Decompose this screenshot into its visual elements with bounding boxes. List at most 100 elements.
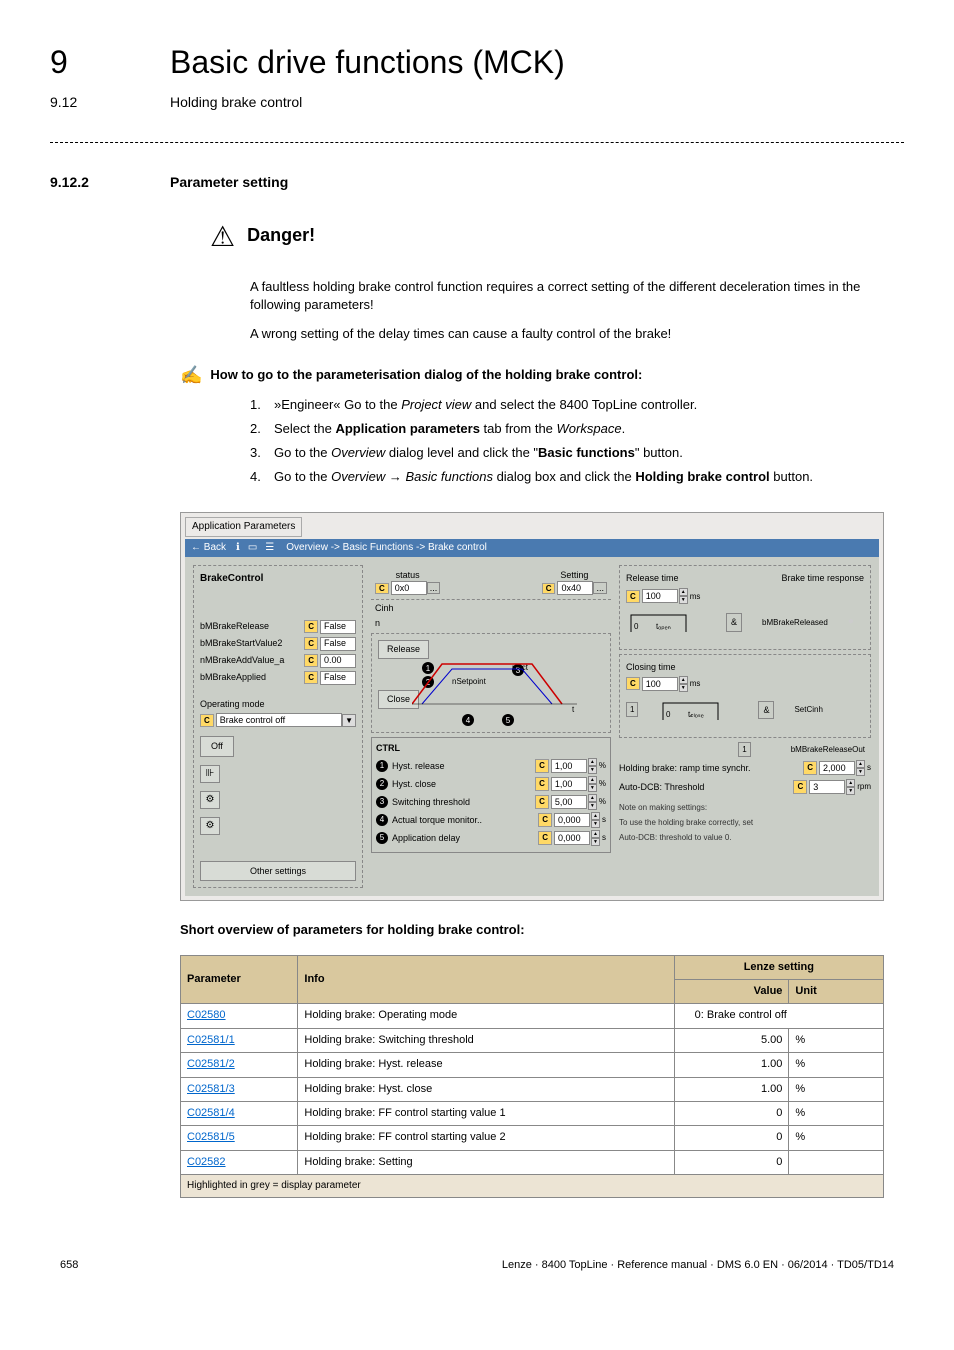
section-title: Parameter setting — [170, 173, 288, 193]
section-number: 9.12.2 — [50, 173, 170, 193]
spinner[interactable]: ▲▼ — [679, 588, 688, 604]
field-value[interactable]: False — [320, 671, 356, 685]
unit-cell: % — [789, 1028, 884, 1052]
other-settings-button[interactable]: Other settings — [200, 861, 356, 882]
ctrl-box: CTRL 1 Hyst. release C 1,00 ▲▼ %2 Hyst. … — [371, 737, 611, 853]
breadcrumb-bar: ← Back ℹ ▭ ☰ Overview -> Basic Functions… — [185, 539, 879, 557]
brake-icon[interactable]: ⊪ — [200, 765, 220, 783]
ctrl-input[interactable]: 5,00 — [551, 795, 587, 809]
danger-callout: ⚠ Danger! — [210, 223, 884, 258]
param-cell: C02581/4 — [181, 1101, 298, 1125]
closing-time-label: Closing time — [626, 661, 864, 674]
operating-mode-label: Operating mode — [200, 698, 356, 711]
param-link[interactable]: C02580 — [187, 1009, 226, 1021]
spinner[interactable]: ▲▼ — [591, 830, 600, 846]
release-time-label: Release time — [626, 572, 679, 585]
release-time-row: C 100 ▲▼ ms — [626, 588, 864, 604]
dcb-input[interactable]: 3 — [809, 780, 845, 794]
step-text: »Engineer« Go to the Project view and se… — [274, 396, 864, 414]
diagram-box: Release 1 2 3 nSetpoint nAct Close 4 5 t — [371, 633, 611, 733]
release-time-input[interactable]: 100 — [642, 589, 678, 603]
th-lenze: Lenze setting — [674, 955, 883, 979]
icon-row-2: ⚙ — [200, 791, 356, 809]
tool-icon-2[interactable]: ☰ — [265, 541, 274, 555]
cinh-label: Cinh — [375, 602, 611, 615]
unit-label: s — [602, 832, 606, 843]
engineer-screenshot: Application Parameters ← Back ℹ ▭ ☰ Over… — [180, 512, 884, 902]
c-badge: C — [803, 761, 817, 774]
one-box: 1 — [626, 702, 638, 717]
subchapter-number: 9.12 — [50, 93, 170, 113]
field-value[interactable]: False — [320, 637, 356, 651]
info-cell: Holding brake: Switching threshold — [298, 1028, 674, 1052]
ctrl-input[interactable]: 1,00 — [551, 777, 587, 791]
parameter-table: Parameter Info Lenze setting Value Unit … — [180, 955, 884, 1199]
ctrl-input[interactable]: 1,00 — [551, 759, 587, 773]
svg-text:t: t — [572, 705, 575, 714]
c-badge: C — [304, 620, 318, 633]
spinner[interactable]: ▲▼ — [679, 676, 688, 692]
info-cell: Holding brake: Hyst. release — [298, 1053, 674, 1077]
param-link[interactable]: C02581/3 — [187, 1083, 235, 1095]
off-button[interactable]: Off — [200, 736, 234, 757]
operating-mode-value-row: C Brake control off ▼ — [200, 713, 356, 727]
param-link[interactable]: C02581/5 — [187, 1131, 235, 1143]
status-setting-row: status C0x0... Setting C0x40... — [371, 565, 611, 601]
spinner[interactable]: ▲▼ — [846, 779, 855, 795]
info-cell: Holding brake: Setting — [298, 1150, 674, 1174]
info-icon[interactable]: ℹ — [236, 541, 240, 555]
ctrl-row: 3 Switching threshold C 5,00 ▲▼ % — [376, 794, 606, 810]
unit-cell: % — [789, 1077, 884, 1101]
step-number: 1. — [250, 396, 274, 414]
spinner[interactable]: ▲▼ — [591, 812, 600, 828]
tool-icon[interactable]: ▭ — [248, 541, 257, 555]
ramp-input[interactable]: 2,000 — [819, 761, 855, 775]
step-4: 4. Go to the Overview → Basic functions … — [250, 468, 864, 486]
operating-mode-row: Operating mode — [200, 698, 356, 711]
back-button[interactable]: ← Back — [191, 541, 226, 555]
amp-box: & — [726, 613, 742, 632]
operating-mode-select[interactable]: Brake control off — [216, 713, 342, 727]
chapter-header: 9 Basic drive functions (MCK) — [50, 40, 904, 85]
spinner[interactable]: ▲▼ — [588, 758, 597, 774]
setcinh-label: SetCinh — [794, 704, 822, 715]
tab-application-parameters[interactable]: Application Parameters — [185, 517, 302, 537]
ctrl-label: Hyst. release — [392, 760, 535, 773]
motor-icon-1[interactable]: ⚙ — [200, 791, 220, 809]
param-cell: C02581/5 — [181, 1126, 298, 1150]
field-value[interactable]: 0.00 — [320, 654, 356, 668]
dropdown-icon[interactable]: ▼ — [342, 714, 356, 727]
ctrl-input[interactable]: 0,000 — [554, 831, 590, 845]
param-link[interactable]: C02582 — [187, 1156, 226, 1168]
param-link[interactable]: C02581/4 — [187, 1107, 235, 1119]
status-value: 0x0 — [391, 581, 427, 595]
table-footer-row: Highlighted in grey = display parameter — [181, 1175, 884, 1198]
timing-svg-2: 0 t𝒸ₗₒₛₑ — [658, 695, 738, 725]
info-cell: Holding brake: Hyst. close — [298, 1077, 674, 1101]
param-link[interactable]: C02581/1 — [187, 1034, 235, 1046]
marker-4: 4 — [462, 714, 474, 726]
table-row: C02581/1 Holding brake: Switching thresh… — [181, 1028, 884, 1052]
ctrl-label: Actual torque monitor.. — [392, 814, 538, 827]
spinner[interactable]: ▲▼ — [856, 760, 865, 776]
ctrl-row: 5 Application delay C 0,000 ▲▼ s — [376, 830, 606, 846]
th-value: Value — [674, 980, 789, 1004]
field-row: nMBrakeAddValue_a C 0.00 — [200, 654, 356, 668]
bmreleaseout-label: bMBrakeReleaseOut — [791, 744, 865, 755]
c-badge: C — [200, 714, 214, 727]
th-unit: Unit — [789, 980, 884, 1004]
c-badge: C — [542, 583, 556, 594]
closing-time-input[interactable]: 100 — [642, 677, 678, 691]
ctrl-row: 2 Hyst. close C 1,00 ▲▼ % — [376, 776, 606, 792]
motor-icon-2[interactable]: ⚙ — [200, 817, 220, 835]
table-row: C02581/5 Holding brake: FF control start… — [181, 1126, 884, 1150]
field-value[interactable]: False — [320, 620, 356, 634]
param-link[interactable]: C02581/2 — [187, 1058, 235, 1070]
danger-content: Danger! — [247, 223, 884, 258]
ctrl-input[interactable]: 0,000 — [554, 813, 590, 827]
spinner[interactable]: ▲▼ — [588, 776, 597, 792]
field-label: nMBrakeAddValue_a — [200, 654, 304, 667]
spinner[interactable]: ▲▼ — [588, 794, 597, 810]
c-badge: C — [626, 677, 640, 690]
n-label: n — [375, 617, 611, 630]
